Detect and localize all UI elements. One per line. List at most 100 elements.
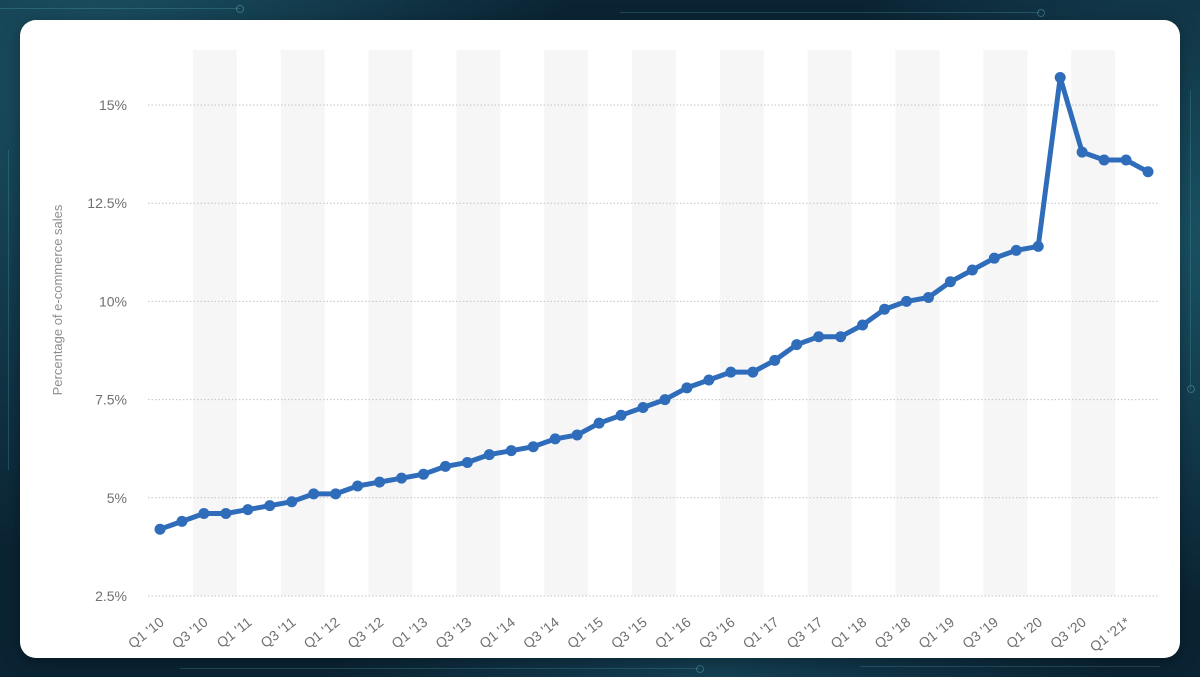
data-point[interactable]	[791, 339, 803, 351]
data-point[interactable]	[879, 303, 891, 315]
circuit-line	[180, 668, 700, 669]
data-point[interactable]	[505, 445, 517, 457]
data-point[interactable]	[461, 456, 473, 468]
x-tick-label: Q3 '11	[257, 614, 298, 651]
data-point[interactable]	[374, 476, 386, 488]
data-point[interactable]	[220, 508, 232, 520]
x-tick-label: Q3 '18	[871, 614, 913, 652]
background-band	[456, 50, 501, 596]
circuit-node	[1037, 9, 1045, 17]
data-point[interactable]	[154, 523, 166, 535]
x-tick-label: Q1 '21*	[1087, 613, 1134, 654]
x-tick-label: Q3 '13	[432, 614, 474, 652]
data-point[interactable]	[659, 394, 671, 406]
circuit-node	[696, 665, 704, 673]
data-point[interactable]	[527, 441, 539, 453]
data-point[interactable]	[966, 264, 978, 276]
background-band	[368, 50, 413, 596]
line-chart: 2.5% 5% 7.5% 10% 12.5% 15% Q1 '10 Q3 '10 Q1 '11…	[50, 50, 1158, 655]
data-point[interactable]	[857, 319, 869, 331]
data-point[interactable]	[944, 276, 956, 288]
data-point[interactable]	[286, 496, 298, 508]
data-point[interactable]	[1076, 146, 1088, 158]
circuit-line	[8, 150, 9, 470]
data-point[interactable]	[483, 449, 495, 461]
series-line-group	[154, 71, 1154, 535]
data-point[interactable]	[330, 488, 342, 500]
data-point[interactable]	[264, 500, 276, 512]
y-tick-label: 15%	[99, 97, 127, 113]
data-point[interactable]	[396, 472, 408, 484]
x-tick-label: Q3 '16	[696, 614, 738, 652]
data-point[interactable]	[703, 374, 715, 386]
data-point[interactable]	[769, 354, 781, 366]
data-point[interactable]	[747, 366, 759, 378]
data-point[interactable]	[417, 468, 429, 480]
circuit-node	[236, 5, 244, 13]
x-tick-label: Q1 '14	[476, 614, 518, 652]
y-tick-label: 5%	[107, 490, 127, 506]
circuit-line	[1190, 90, 1191, 390]
data-point[interactable]	[352, 480, 364, 492]
data-point[interactable]	[813, 331, 825, 343]
circuit-node	[1187, 385, 1195, 393]
x-tick-label: Q3 '19	[959, 614, 1001, 652]
data-point[interactable]	[1142, 166, 1154, 178]
data-point[interactable]	[922, 291, 934, 303]
background-band	[544, 50, 589, 596]
data-point[interactable]	[1120, 154, 1132, 166]
x-axis-ticks: Q1 '10 Q3 '10 Q1 '11 Q3 '11 Q1 '12 Q3 '12 Q1 '…	[125, 613, 1133, 654]
background-band	[280, 50, 325, 596]
x-tick-label: Q3 '20	[1047, 614, 1089, 652]
x-tick-label: Q3 '15	[608, 614, 650, 652]
data-point[interactable]	[593, 417, 605, 429]
background-band	[895, 50, 940, 596]
y-tick-label: 10%	[99, 293, 127, 309]
data-point[interactable]	[1054, 71, 1066, 83]
data-point[interactable]	[725, 366, 737, 378]
data-point[interactable]	[637, 401, 649, 413]
circuit-line	[620, 12, 1040, 13]
x-tick-label: Q1 '20	[1003, 614, 1045, 652]
series-line	[157, 75, 1151, 532]
x-tick-label: Q3 '17	[784, 614, 826, 652]
data-point[interactable]	[549, 433, 561, 445]
data-point[interactable]	[571, 429, 583, 441]
background-band	[983, 50, 1028, 596]
data-point[interactable]	[198, 508, 210, 520]
background-bands	[192, 50, 1116, 596]
data-point[interactable]	[615, 409, 627, 421]
circuit-line	[860, 666, 1160, 667]
data-point[interactable]	[1010, 244, 1022, 256]
y-axis-ticks: 2.5% 5% 7.5% 10% 12.5% 15%	[87, 97, 127, 604]
y-axis-title: Percentage of e-commerce sales	[50, 204, 65, 395]
data-point[interactable]	[835, 331, 847, 343]
data-point[interactable]	[988, 252, 1000, 264]
x-tick-label: Q1 '13	[388, 614, 430, 652]
x-tick-label: Q1 '19	[915, 614, 957, 652]
data-point[interactable]	[242, 504, 254, 516]
data-point[interactable]	[1098, 154, 1110, 166]
background-band	[192, 50, 237, 596]
background-band	[807, 50, 852, 596]
chart-card: 2.5% 5% 7.5% 10% 12.5% 15% Q1 '10 Q3 '10 Q1 '11…	[20, 20, 1180, 658]
x-tick-label: Q1 '16	[652, 614, 694, 652]
x-tick-label: Q3 '10	[169, 614, 211, 652]
x-tick-label: Q1 '12	[300, 614, 342, 652]
x-tick-label: Q1 '17	[740, 614, 782, 652]
circuit-line	[0, 8, 240, 9]
y-tick-label: 12.5%	[87, 195, 127, 211]
background-band	[632, 50, 676, 596]
y-tick-label: 7.5%	[95, 392, 127, 408]
x-tick-label: Q3 '12	[344, 614, 386, 652]
background-band	[719, 50, 764, 596]
data-point[interactable]	[176, 515, 188, 527]
data-point[interactable]	[900, 295, 912, 307]
data-point[interactable]	[439, 460, 451, 472]
x-tick-label: Q1 '10	[125, 614, 167, 652]
data-point[interactable]	[308, 488, 320, 500]
x-tick-label: Q1 '15	[564, 614, 606, 652]
x-tick-label: Q3 '14	[520, 614, 562, 652]
data-point[interactable]	[1032, 240, 1044, 252]
data-point[interactable]	[681, 382, 693, 394]
